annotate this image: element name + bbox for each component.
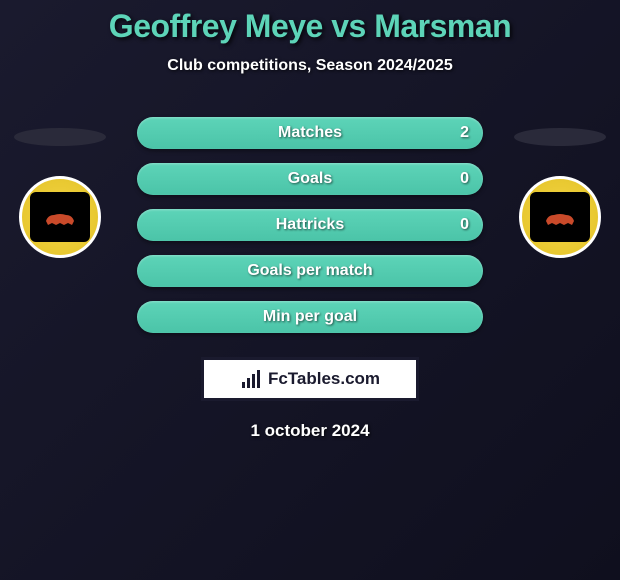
stats-container: Matches 2 Goals 0 Hattricks 0 Goals per … [137, 117, 483, 333]
stat-label: Hattricks [276, 216, 344, 234]
right-badge-dog-icon [542, 205, 578, 229]
page-title: Geoffrey Meye vs Marsman [0, 8, 620, 45]
stat-row-hattricks: Hattricks 0 [137, 209, 483, 241]
right-club-badge [519, 176, 601, 258]
left-shadow-ellipse [14, 128, 106, 146]
subtitle-text: Club competitions, Season 2024/2025 [0, 57, 620, 75]
stat-value-right: 2 [460, 124, 469, 142]
stat-row-min-per-goal: Min per goal [137, 301, 483, 333]
stat-value-right: 0 [460, 170, 469, 188]
left-badge-inner [30, 192, 90, 242]
stat-label: Goals per match [247, 262, 372, 280]
right-shadow-ellipse [514, 128, 606, 146]
stat-value-right: 0 [460, 216, 469, 234]
brand-logo-box[interactable]: FcTables.com [201, 357, 419, 401]
stat-label: Goals [288, 170, 332, 188]
left-club-badge [19, 176, 101, 258]
stat-label: Min per goal [263, 308, 357, 326]
brand-text: FcTables.com [268, 369, 380, 389]
right-badge-inner [530, 192, 590, 242]
stat-row-matches: Matches 2 [137, 117, 483, 149]
stat-row-goals-per-match: Goals per match [137, 255, 483, 287]
stat-label: Matches [278, 124, 342, 142]
left-badge-dog-icon [42, 205, 78, 229]
date-text: 1 october 2024 [0, 421, 620, 441]
right-player-column [514, 128, 606, 258]
stat-row-goals: Goals 0 [137, 163, 483, 195]
main-container: Geoffrey Meye vs Marsman Club competitio… [0, 0, 620, 441]
left-player-column [14, 128, 106, 258]
chart-icon [240, 370, 262, 388]
